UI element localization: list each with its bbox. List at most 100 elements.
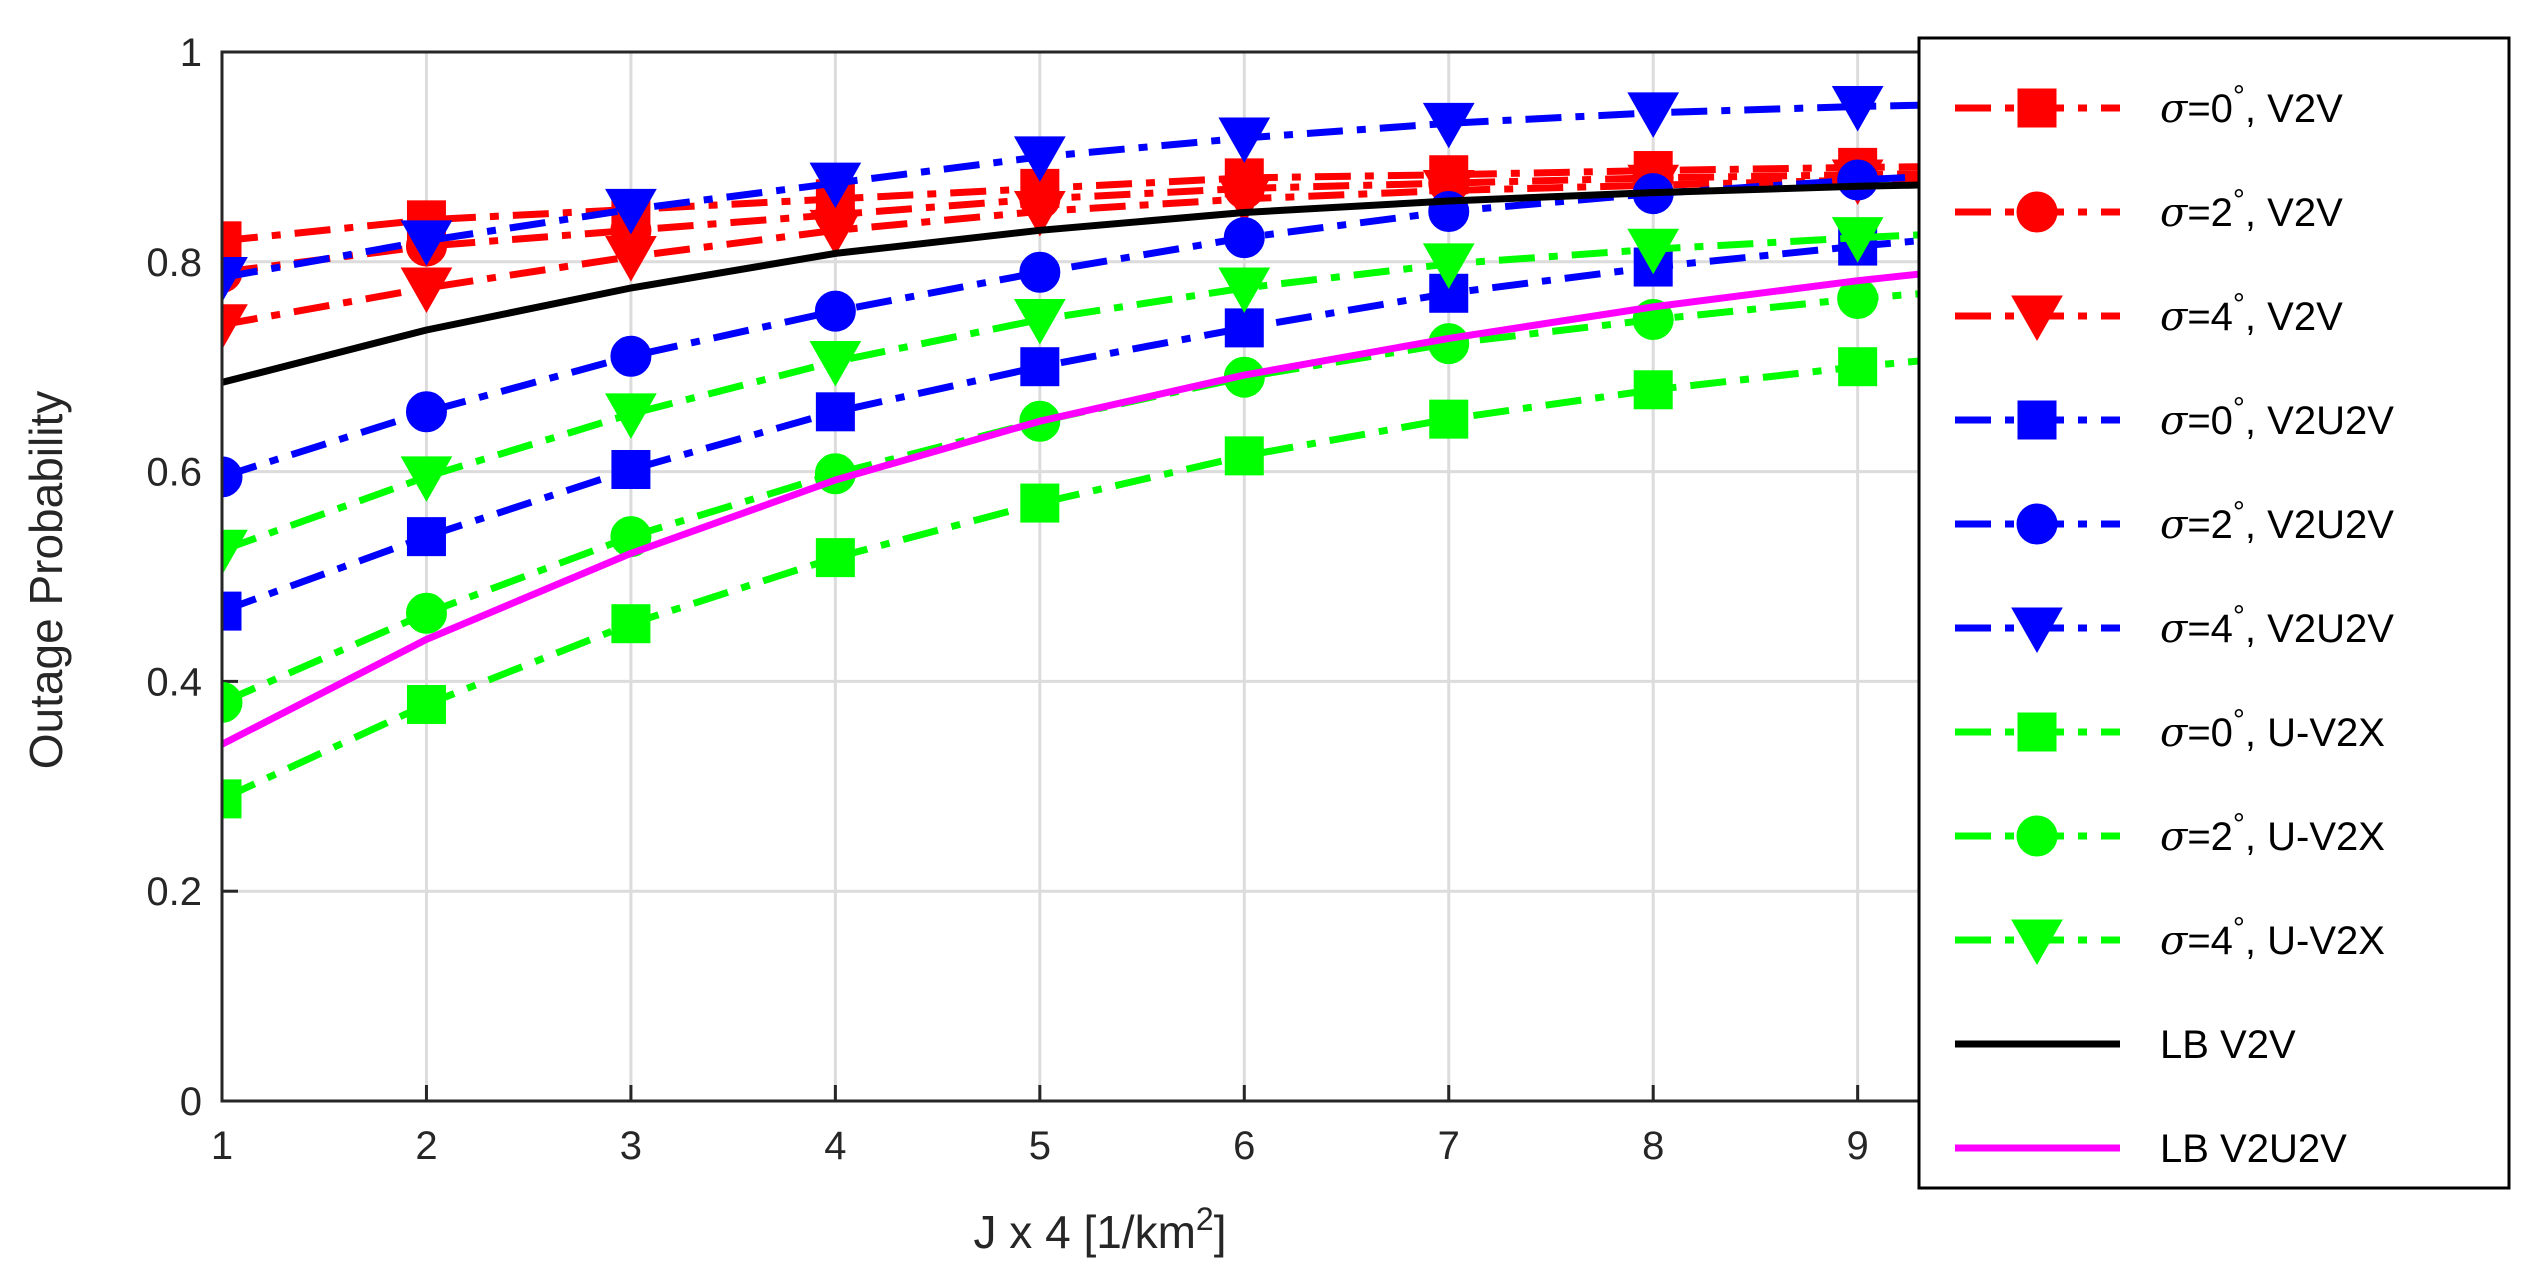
legend-entry: σ=2°, U-V2X: [1955, 808, 2385, 860]
legend-label: σ=0°, V2U2V: [2160, 392, 2394, 444]
data-point: [400, 267, 453, 314]
x-tick-labels: 1 2 3 4 5 6 7 8 9: [211, 1124, 1869, 1168]
y-tick-labels: 0 0.2 0.4 0.6 0.8 1: [146, 31, 202, 1124]
plot-series: [222, 86, 1919, 819]
data-point: [406, 517, 446, 557]
data-point: [1429, 399, 1469, 439]
data-point: [611, 604, 651, 644]
series-line: [222, 181, 1919, 386]
legend-label: LB V2U2V: [2160, 1127, 2347, 1171]
series-line: [222, 175, 1919, 329]
data-point: [1838, 347, 1878, 387]
x-tick-label: 3: [620, 1124, 642, 1168]
data-point: [809, 340, 862, 387]
data-point: [1224, 436, 1264, 476]
data-point: [605, 236, 657, 282]
series-0-v2u2v: [222, 226, 1919, 631]
data-point: [1422, 102, 1475, 149]
legend-label: σ=2°, V2V: [2160, 184, 2343, 236]
data-point: [1223, 217, 1265, 259]
y-tick-label: 0.2: [146, 870, 202, 914]
data-point: [1013, 298, 1066, 345]
data-point: [222, 529, 248, 576]
data-point: [611, 450, 651, 490]
series-line: [222, 163, 1919, 245]
legend-entry: σ=4°, V2V: [1955, 288, 2343, 342]
legend-entry: LB V2V: [1955, 1023, 2296, 1067]
legend-marker: [2011, 295, 2063, 342]
y-tick-label: 0.4: [146, 660, 202, 704]
x-axis-title: J x 4 [1/km2]: [974, 1201, 1227, 1258]
x-tick-label: 7: [1438, 1124, 1460, 1168]
data-point: [1633, 370, 1673, 410]
series-0-u-v2x: [222, 347, 1919, 819]
data-point: [1831, 86, 1884, 132]
data-point: [814, 290, 856, 332]
data-point: [605, 393, 657, 439]
data-point: [406, 684, 446, 724]
series-line: [222, 170, 1919, 276]
data-point: [1013, 136, 1066, 182]
data-point: [1831, 217, 1884, 263]
data-point: [1020, 347, 1060, 387]
x-tick-label: 9: [1847, 1124, 1869, 1168]
series-lb-v2u2v: [222, 270, 1919, 748]
x-tick-label: 4: [824, 1124, 846, 1168]
data-point: [815, 538, 855, 578]
y-tick-label: 0: [180, 1080, 202, 1124]
series-line: [222, 357, 1919, 803]
legend-marker: [2016, 815, 2058, 857]
legend-entry: σ=2°, V2V: [1955, 184, 2343, 236]
y-tick-label: 1: [180, 31, 202, 75]
legend-marker: [2011, 919, 2063, 966]
x-tick-label: 6: [1233, 1124, 1255, 1168]
legend-label: σ=0°, U-V2X: [2160, 704, 2385, 756]
data-point: [405, 391, 447, 433]
legend-label: LB V2V: [2160, 1023, 2296, 1067]
data-point: [809, 162, 862, 209]
y-axis-title: Outage Probability: [20, 391, 72, 769]
y-tick-label: 0.6: [146, 451, 202, 495]
data-point: [815, 392, 855, 432]
data-point: [222, 681, 243, 723]
y-tick-label: 0.8: [146, 241, 202, 285]
data-point: [1837, 159, 1879, 201]
x-tick-label: 2: [415, 1124, 437, 1168]
data-point: [222, 779, 242, 819]
data-point: [1019, 251, 1061, 293]
series-4-v2u2v: [222, 86, 1919, 303]
legend-marker: [2016, 191, 2058, 233]
legend-marker: [2016, 503, 2058, 545]
series-line: [222, 270, 1919, 748]
legend-marker: [2017, 400, 2057, 440]
data-point: [400, 220, 453, 266]
legend-marker: [2017, 88, 2057, 128]
x-tick-label: 1: [211, 1124, 233, 1168]
legend-entry: σ=4°, V2U2V: [1955, 600, 2394, 654]
data-point: [1422, 243, 1475, 289]
data-point: [222, 257, 248, 303]
legend-marker: [2011, 607, 2063, 654]
legend-entry: σ=2°, V2U2V: [1955, 496, 2394, 548]
data-point: [222, 221, 242, 261]
data-point: [222, 591, 242, 631]
x-tick-label: 8: [1642, 1124, 1664, 1168]
legend-entry: σ=0°, U-V2X: [1955, 704, 2385, 756]
data-point: [1020, 483, 1060, 523]
legend-entry: LB V2U2V: [1955, 1127, 2347, 1171]
series-line: [222, 231, 1919, 554]
series-lb-v2v: [222, 181, 1919, 386]
data-point: [222, 304, 248, 350]
data-point: [1218, 267, 1271, 314]
series-line: [222, 237, 1919, 615]
x-tick-label: 5: [1029, 1124, 1051, 1168]
data-point: [605, 188, 657, 235]
data-point: [400, 456, 453, 502]
legend-label: σ=4°, V2V: [2160, 288, 2343, 340]
legend: σ=0°, V2V σ=2°, V2V σ=4°, V2V σ=0°, V2U2V σ=…: [1917, 36, 2511, 1190]
series-line: [222, 101, 1919, 281]
legend-label: σ=0°, V2V: [2160, 80, 2343, 132]
legend-marker: [2017, 712, 2057, 752]
data-point: [405, 592, 447, 634]
